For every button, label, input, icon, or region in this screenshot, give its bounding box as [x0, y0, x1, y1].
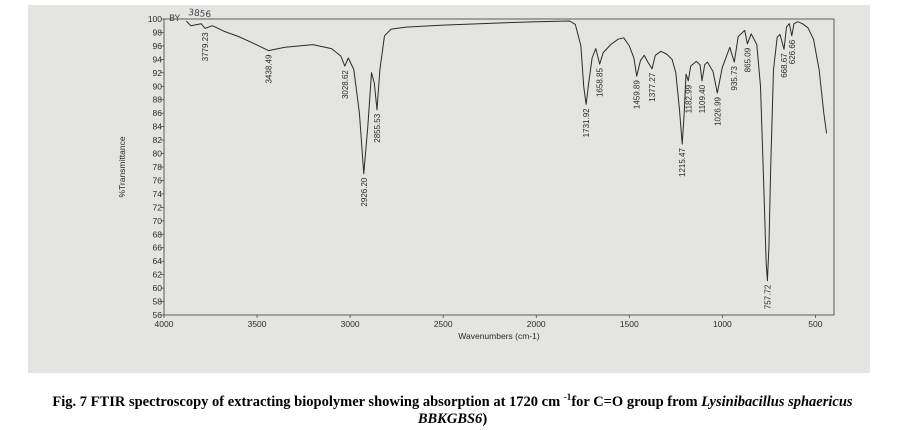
peak-label: 1731.92 [582, 108, 591, 137]
transmittance-curve [185, 20, 828, 282]
y-tick-label: 72 [153, 202, 163, 212]
y-axis: 56 58 60 62 64 66 68 70 72 74 76 78 80 82 84 86 88 90 92 94… [148, 14, 164, 320]
peak-label: 3779.23 [201, 32, 210, 61]
y-tick-label: 58 [153, 297, 163, 307]
y-tick-label: 82 [153, 135, 163, 145]
peak-label: 3028.62 [341, 70, 350, 99]
y-tick-label: 98 [153, 27, 163, 37]
peak-label: 1377.27 [648, 72, 657, 101]
y-tick-label: 68 [153, 229, 163, 239]
y-tick-label: 86 [153, 108, 163, 118]
x-axis-title: Wavenumbers (cm-1) [458, 331, 540, 341]
peak-label: 1459.89 [633, 80, 642, 109]
y-tick-label: 88 [153, 95, 163, 105]
y-tick-label: 100 [148, 14, 162, 24]
y-tick-label: 76 [153, 175, 163, 185]
peak-label: 2926.20 [360, 177, 369, 206]
peak-label: 1658.85 [596, 68, 605, 97]
y-tick-label: 62 [153, 270, 163, 280]
peak-label: 3438.49 [265, 54, 274, 83]
y-tick-label: 96 [153, 41, 163, 51]
ftir-chart: 56 58 60 62 64 66 68 70 72 74 76 78 80 82 84 86 88 90 92 94… [28, 5, 870, 373]
x-tick-label: 3500 [248, 319, 267, 329]
peak-label: 1182.99 [684, 84, 693, 113]
y-tick-label: 74 [153, 189, 163, 199]
x-tick-label: 3000 [341, 319, 360, 329]
peak-label: 2855.53 [373, 113, 382, 142]
y-tick-label: 70 [153, 216, 163, 226]
peak-label: 1109.40 [698, 84, 707, 113]
caption-organism: Lysinibacillus sphaericus [701, 393, 853, 410]
annotation-by: BY [169, 14, 181, 24]
spectrum-figure: 56 58 60 62 64 66 68 70 72 74 76 78 80 82 84 86 88 90 92 94… [28, 5, 870, 373]
x-tick-label: 2500 [434, 319, 453, 329]
peak-label: 1026.99 [713, 96, 722, 125]
figure-caption: Fig. 7 FTIR spectroscopy of extracting b… [0, 389, 905, 428]
y-tick-label: 66 [153, 243, 163, 253]
peak-labels: 3779.23 3438.49 3028.62 2926.20 2855.53 1731.… [201, 32, 797, 309]
caption-strain: BBKGBS6 [417, 410, 483, 427]
caption-superscript: -1 [563, 392, 572, 402]
peak-label: 1215.47 [678, 148, 687, 177]
y-tick-label: 78 [153, 162, 163, 172]
series-layer [185, 20, 828, 282]
x-tick-label: 500 [808, 319, 822, 329]
y-tick-label: 84 [153, 122, 163, 132]
peak-label: 626.66 [788, 39, 797, 64]
scan-background [28, 5, 870, 373]
x-tick-label: 1500 [620, 319, 639, 329]
x-tick-label: 1000 [713, 319, 732, 329]
caption-suffix: ) [482, 410, 488, 427]
peak-label: 865.09 [743, 47, 752, 72]
peak-label: 935.73 [730, 66, 739, 91]
x-tick-label: 2000 [527, 319, 546, 329]
y-axis-title: %Transmittance [117, 136, 127, 197]
x-tick-label: 4000 [155, 319, 174, 329]
x-axis: 4000 3500 3000 2500 2000 1500 1000 500 [155, 315, 823, 329]
y-tick-label: 60 [153, 283, 163, 293]
caption-middle: for C=O group from [571, 393, 702, 410]
y-tick-label: 56 [153, 310, 163, 320]
y-tick-label: 64 [153, 256, 163, 266]
y-tick-label: 94 [153, 54, 163, 64]
y-tick-label: 90 [153, 81, 163, 91]
annotation-3856: 3856 [188, 8, 212, 20]
caption-prefix: Fig. 7 FTIR spectroscopy of extracting b… [52, 393, 564, 410]
peak-label: 668.67 [780, 53, 789, 78]
y-tick-label: 80 [153, 149, 163, 159]
peak-label: 757.72 [763, 284, 772, 309]
y-tick-label: 92 [153, 68, 163, 78]
